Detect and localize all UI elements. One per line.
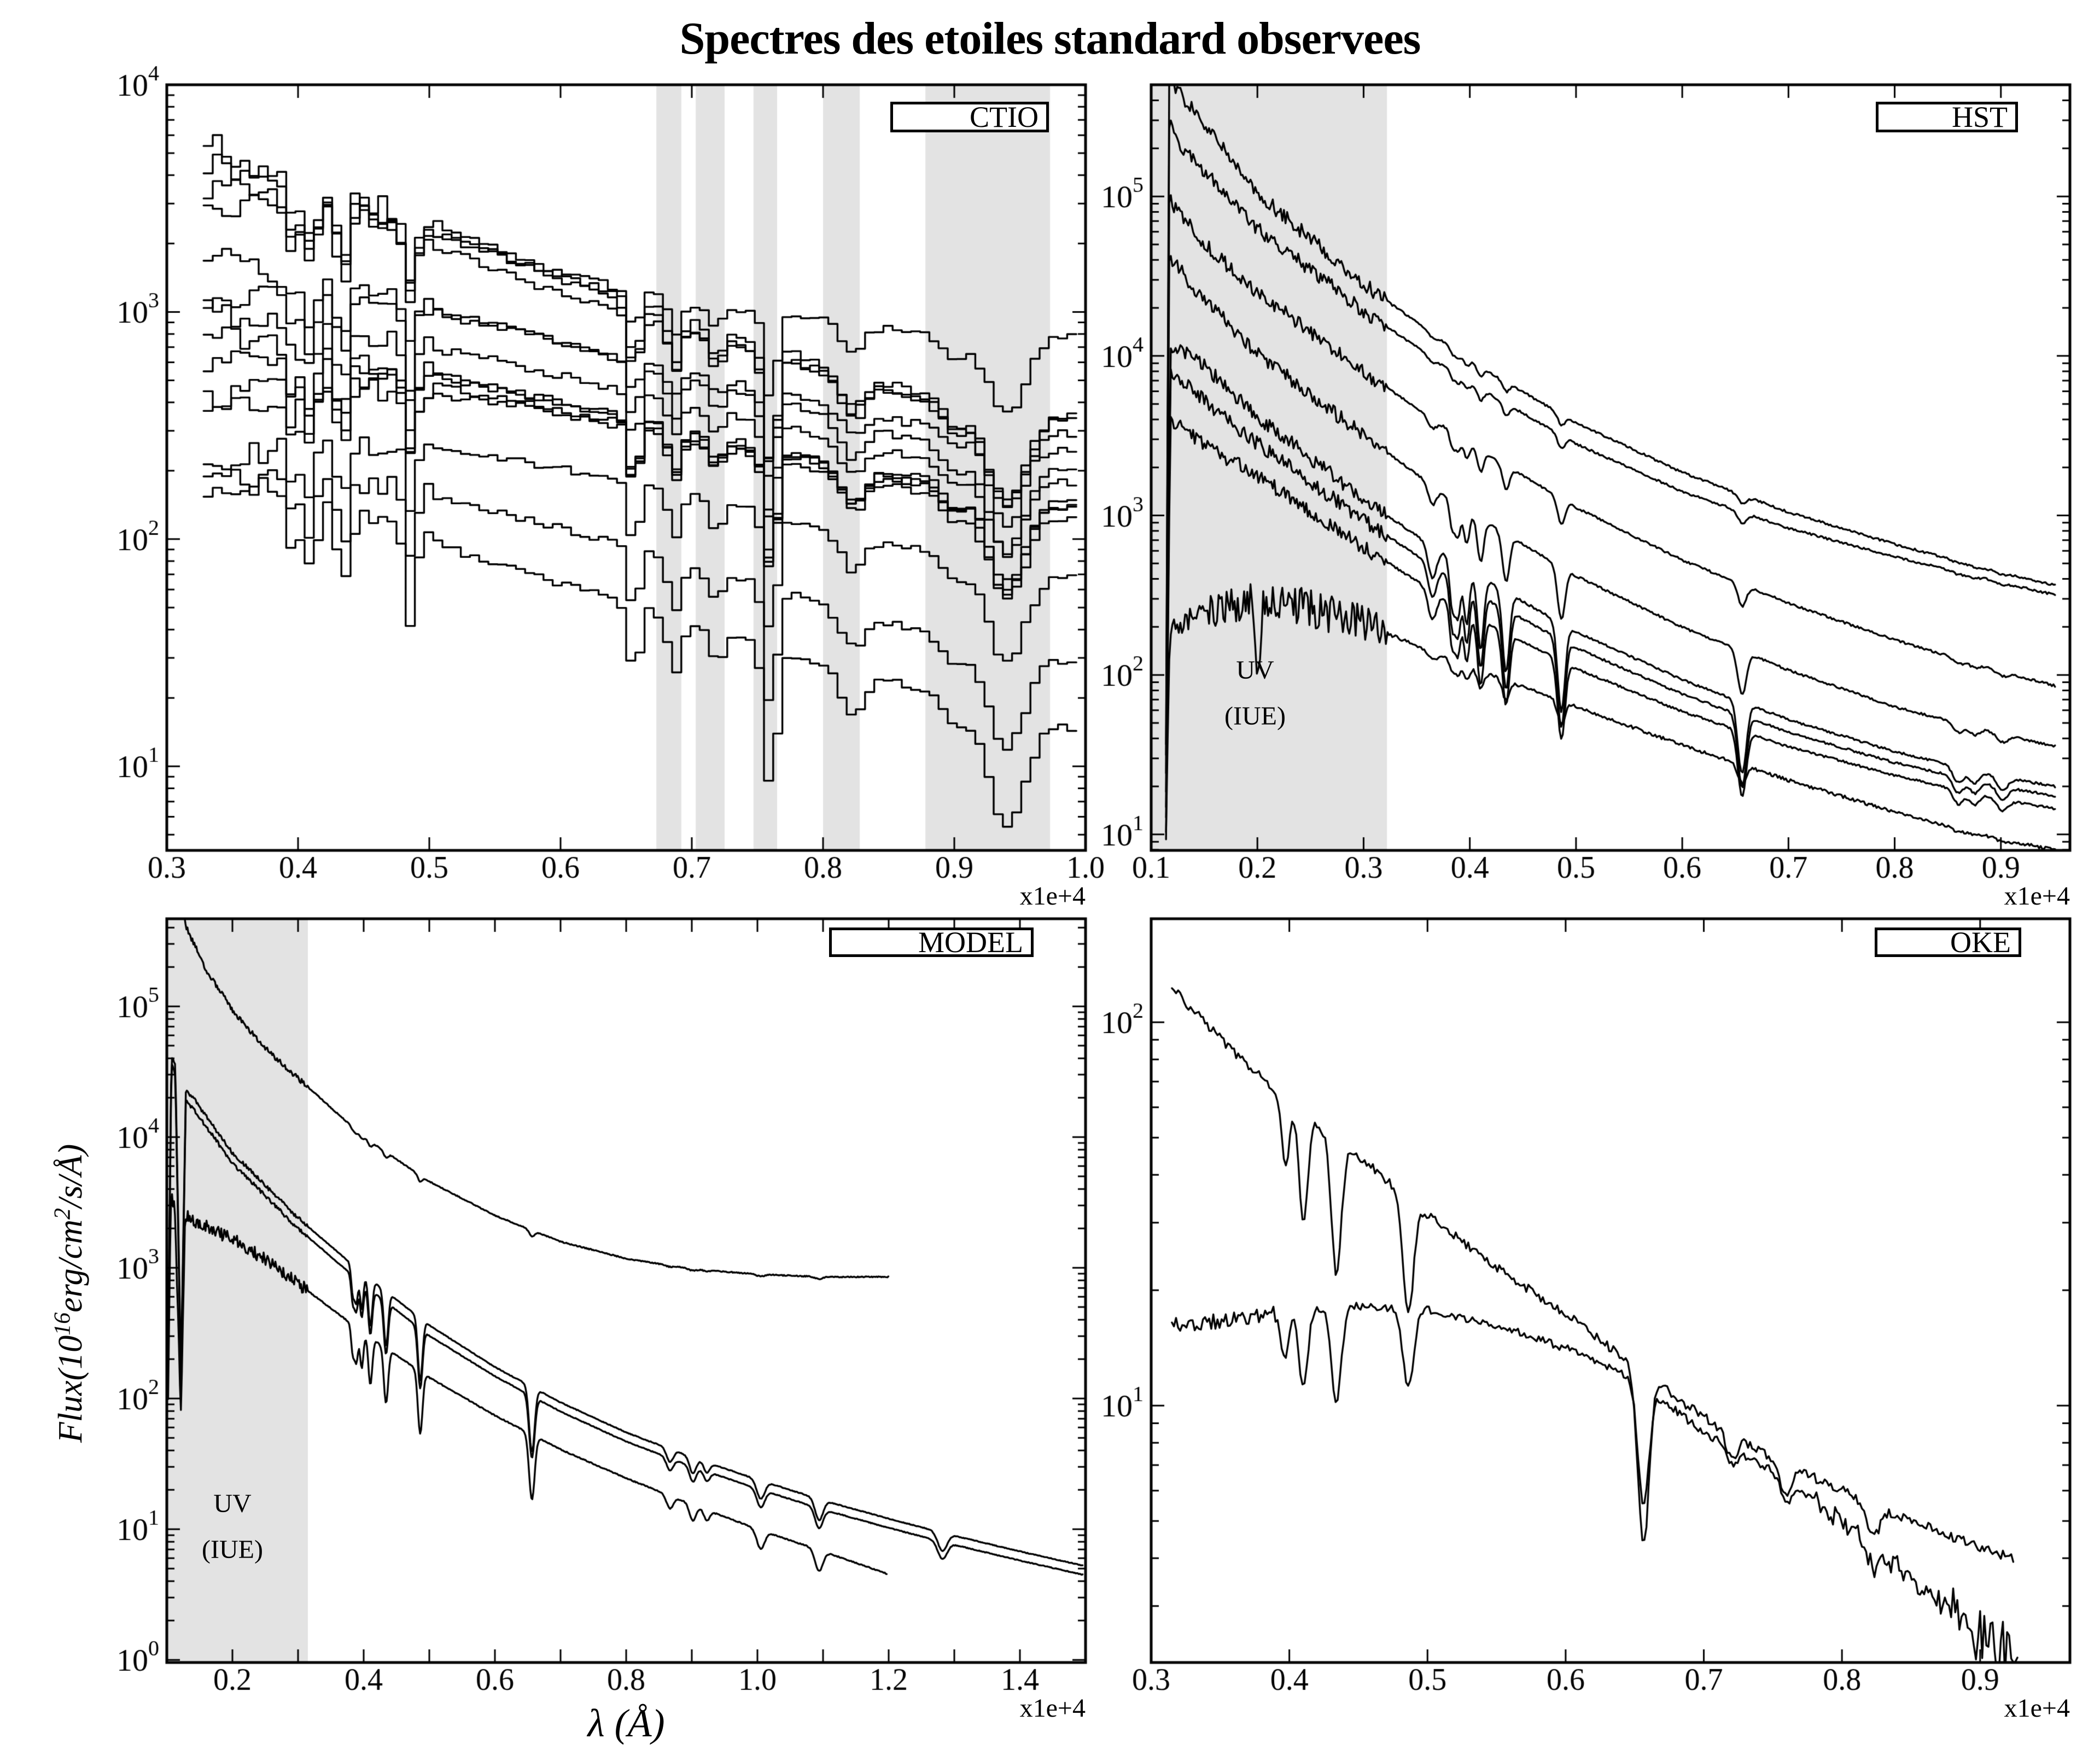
figure-title: Spectres des etoiles standard observees (679, 13, 1421, 64)
legend-label-model: MODEL (918, 926, 1023, 959)
axis-offset-model: x1e+4 (1019, 1694, 1086, 1723)
legend-box-hst: HST (1876, 101, 2018, 133)
annotation-hst-iue: (IUE) (1224, 702, 1286, 731)
annotation-model-iue: (IUE) (202, 1535, 263, 1564)
flux-label-part1: Flux(10 (52, 1335, 90, 1443)
legend-box-ctio: CTIO (890, 101, 1049, 133)
legend-box-oke: OKE (1875, 926, 2021, 959)
legend-label-hst: HST (1951, 101, 2008, 133)
axis-offset-ctio: x1e+4 (1019, 882, 1086, 911)
y-axis-label-flux: Flux(1016erg/cm2/s/Å) (50, 1144, 91, 1443)
axis-offset-hst: x1e+4 (2004, 882, 2070, 911)
legend-label-oke: OKE (1950, 926, 2011, 959)
flux-label-exp16: 16 (50, 1312, 75, 1335)
annotation-hst-uv: UV (1236, 656, 1274, 685)
legend-box-model: MODEL (829, 926, 1034, 959)
legend-label-ctio: CTIO (970, 101, 1039, 133)
flux-label-part2: erg/cm (52, 1219, 90, 1312)
flux-label-part3: /s/Å) (52, 1144, 90, 1208)
flux-label-exp2: 2 (50, 1208, 75, 1220)
annotation-model-uv: UV (213, 1489, 252, 1518)
axis-offset-oke: x1e+4 (2004, 1694, 2070, 1723)
x-axis-label-lambda: λ (Å) (587, 1701, 665, 1745)
